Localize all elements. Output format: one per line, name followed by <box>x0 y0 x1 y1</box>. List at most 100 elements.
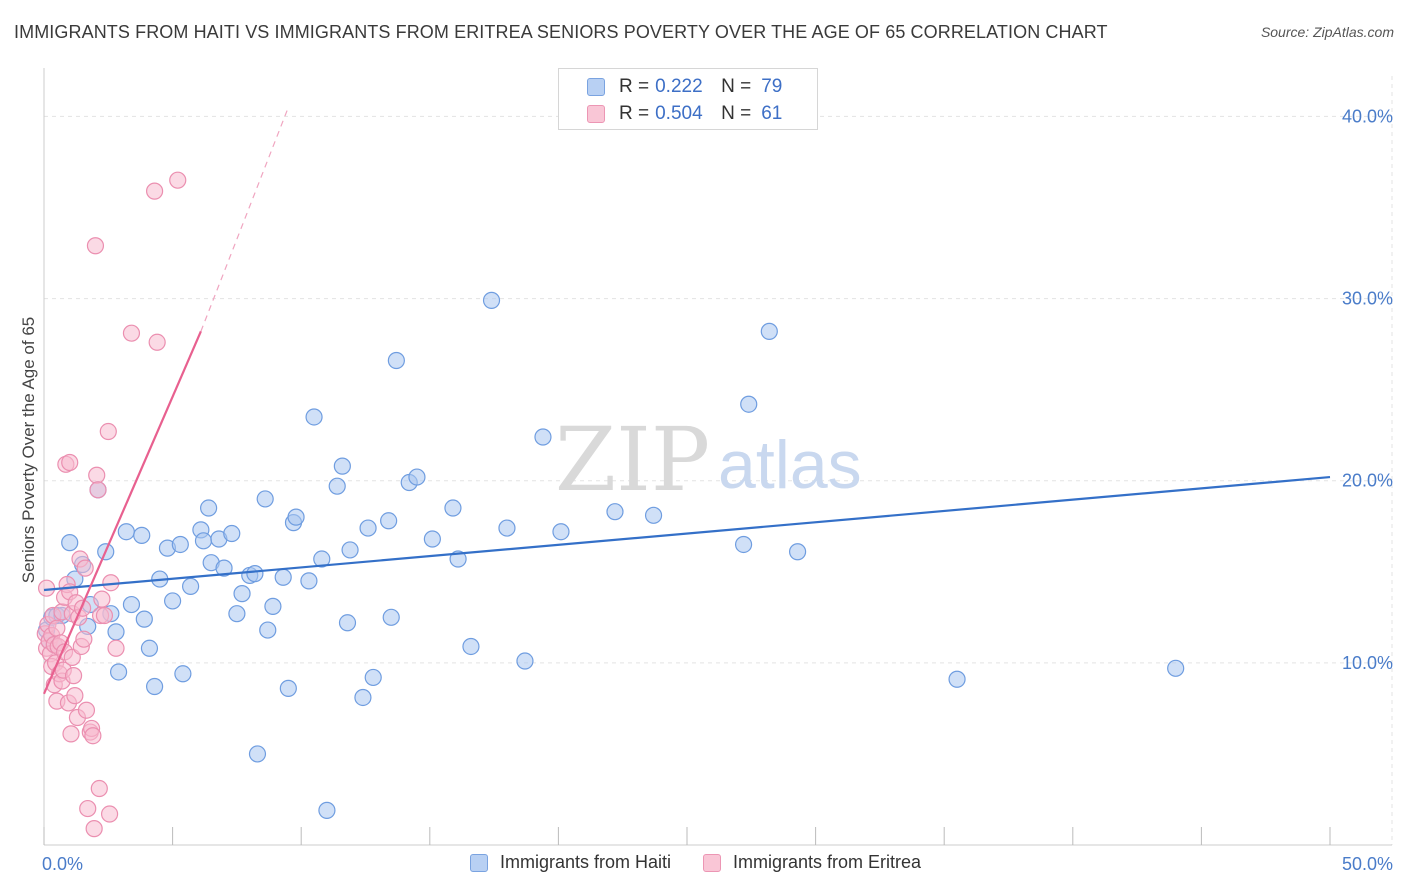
watermark: ZIP atlas <box>555 408 862 511</box>
haiti-point-60 <box>387 351 405 370</box>
source-label: Source: ZipAtlas.com <box>1260 24 1394 40</box>
grid-lines <box>44 76 1393 845</box>
bottom-legend-swatch-eritrea <box>703 853 722 872</box>
trend-line-haiti <box>43 475 1331 592</box>
haiti-point-41 <box>259 621 277 639</box>
haiti-point-39 <box>248 745 267 763</box>
haiti-point-49 <box>313 550 331 568</box>
trend-lines <box>42 107 1331 695</box>
haiti-point-56 <box>359 519 377 537</box>
haiti-point-51 <box>328 477 346 495</box>
eritrea-point-55 <box>107 639 125 657</box>
bottom-legend: Immigrants from Haiti Immigrants from Er… <box>470 852 953 873</box>
trend-line-eritrea-extension <box>200 107 289 332</box>
eritrea-point-38 <box>75 630 93 648</box>
eritrea-point-41 <box>79 799 97 818</box>
eritrea-point-46 <box>86 237 105 255</box>
watermark-atlas: atlas <box>718 427 862 503</box>
eritrea-point-27 <box>62 725 80 743</box>
eritrea-point-45 <box>85 820 103 838</box>
legend-r-value-haiti: 0.222 <box>655 76 703 97</box>
eritrea-point-59 <box>169 171 187 189</box>
eritrea-point-31 <box>66 687 84 705</box>
legend-row-haiti: R = 0.222 N = 79 <box>587 76 782 98</box>
haiti-point-67 <box>482 291 501 309</box>
haiti-point-55 <box>354 688 372 707</box>
haiti-point-17 <box>122 595 141 614</box>
eritrea-point-30 <box>64 667 83 685</box>
series-haiti-points <box>37 291 1185 819</box>
haiti-point-68 <box>498 519 516 537</box>
bottom-legend-label-eritrea: Immigrants from Eritrea <box>733 852 922 872</box>
haiti-point-66 <box>462 637 480 656</box>
legend-n-label: N = <box>721 103 752 124</box>
haiti-point-53 <box>338 614 357 632</box>
haiti-point-30 <box>200 499 218 517</box>
haiti-point-14 <box>107 623 125 641</box>
y-tick-label-10: 10.0% <box>1342 653 1393 673</box>
tick-labels: 10.0% 20.0% 30.0% 40.0% 0.0% 50.0% <box>42 106 1393 874</box>
y-tick-label-20: 20.0% <box>1342 471 1393 491</box>
legend-row-eritrea: R = 0.504 N = 61 <box>587 103 782 125</box>
y-tick-label-40: 40.0% <box>1342 106 1393 126</box>
eritrea-point-25 <box>61 453 79 472</box>
eritrea-point-60 <box>95 606 114 625</box>
haiti-point-38 <box>246 565 264 583</box>
legend-n-value-eritrea: 61 <box>761 103 783 124</box>
haiti-point-72 <box>606 503 624 521</box>
haiti-point-34 <box>223 524 241 543</box>
legend-n-value-haiti: 79 <box>761 76 783 97</box>
eritrea-point-53 <box>100 805 119 823</box>
haiti-point-35 <box>228 605 246 623</box>
legend-r-label: R = <box>619 103 650 124</box>
eritrea-point-57 <box>148 333 166 351</box>
legend-r-label: R = <box>619 76 650 97</box>
bottom-legend-eritrea: Immigrants from Eritrea <box>703 852 921 873</box>
eritrea-point-51 <box>93 590 111 608</box>
haiti-point-15 <box>109 663 128 681</box>
haiti-point-77 <box>788 543 807 561</box>
haiti-point-29 <box>194 532 213 550</box>
legend-swatch-haiti <box>587 78 605 96</box>
haiti-point-25 <box>171 535 189 554</box>
haiti-point-59 <box>382 608 400 626</box>
y-tick-label-30: 30.0% <box>1342 289 1393 309</box>
eritrea-point-48 <box>89 481 107 499</box>
haiti-point-20 <box>140 639 159 657</box>
haiti-point-75 <box>740 395 758 413</box>
bottom-legend-haiti: Immigrants from Haiti <box>470 852 671 873</box>
eritrea-point-12 <box>48 619 66 637</box>
haiti-point-36 <box>233 585 251 603</box>
eritrea-point-44 <box>84 727 102 745</box>
haiti-point-27 <box>182 577 200 595</box>
haiti-point-69 <box>516 652 534 670</box>
haiti-point-44 <box>279 679 297 697</box>
haiti-point-26 <box>174 665 192 683</box>
legend-r-value-eritrea: 0.504 <box>655 103 703 124</box>
haiti-point-40 <box>256 490 274 508</box>
haiti-point-46 <box>287 508 305 526</box>
eritrea-point-47 <box>88 466 106 484</box>
haiti-point-57 <box>364 668 382 687</box>
series-eritrea-points <box>36 171 187 838</box>
haiti-point-64 <box>444 499 462 517</box>
haiti-point-63 <box>423 530 441 548</box>
trend-line-eritrea <box>42 330 202 695</box>
haiti-point-71 <box>552 523 570 541</box>
x-tick-label-max: 50.0% <box>1342 854 1393 874</box>
haiti-point-48 <box>305 408 323 426</box>
haiti-point-73 <box>644 506 663 524</box>
haiti-point-47 <box>300 572 318 590</box>
haiti-point-24 <box>164 592 182 610</box>
haiti-point-43 <box>274 568 292 586</box>
haiti-point-62 <box>408 468 426 486</box>
bottom-legend-label-haiti: Immigrants from Haiti <box>500 852 672 872</box>
eritrea-point-56 <box>122 324 141 342</box>
haiti-point-42 <box>264 597 282 615</box>
haiti-point-79 <box>1167 659 1185 677</box>
haiti-point-70 <box>534 428 552 446</box>
chart-title: IMMIGRANTS FROM HAITI VS IMMIGRANTS FROM… <box>14 22 1108 42</box>
haiti-point-18 <box>133 526 151 544</box>
bottom-legend-swatch-haiti <box>470 853 488 872</box>
